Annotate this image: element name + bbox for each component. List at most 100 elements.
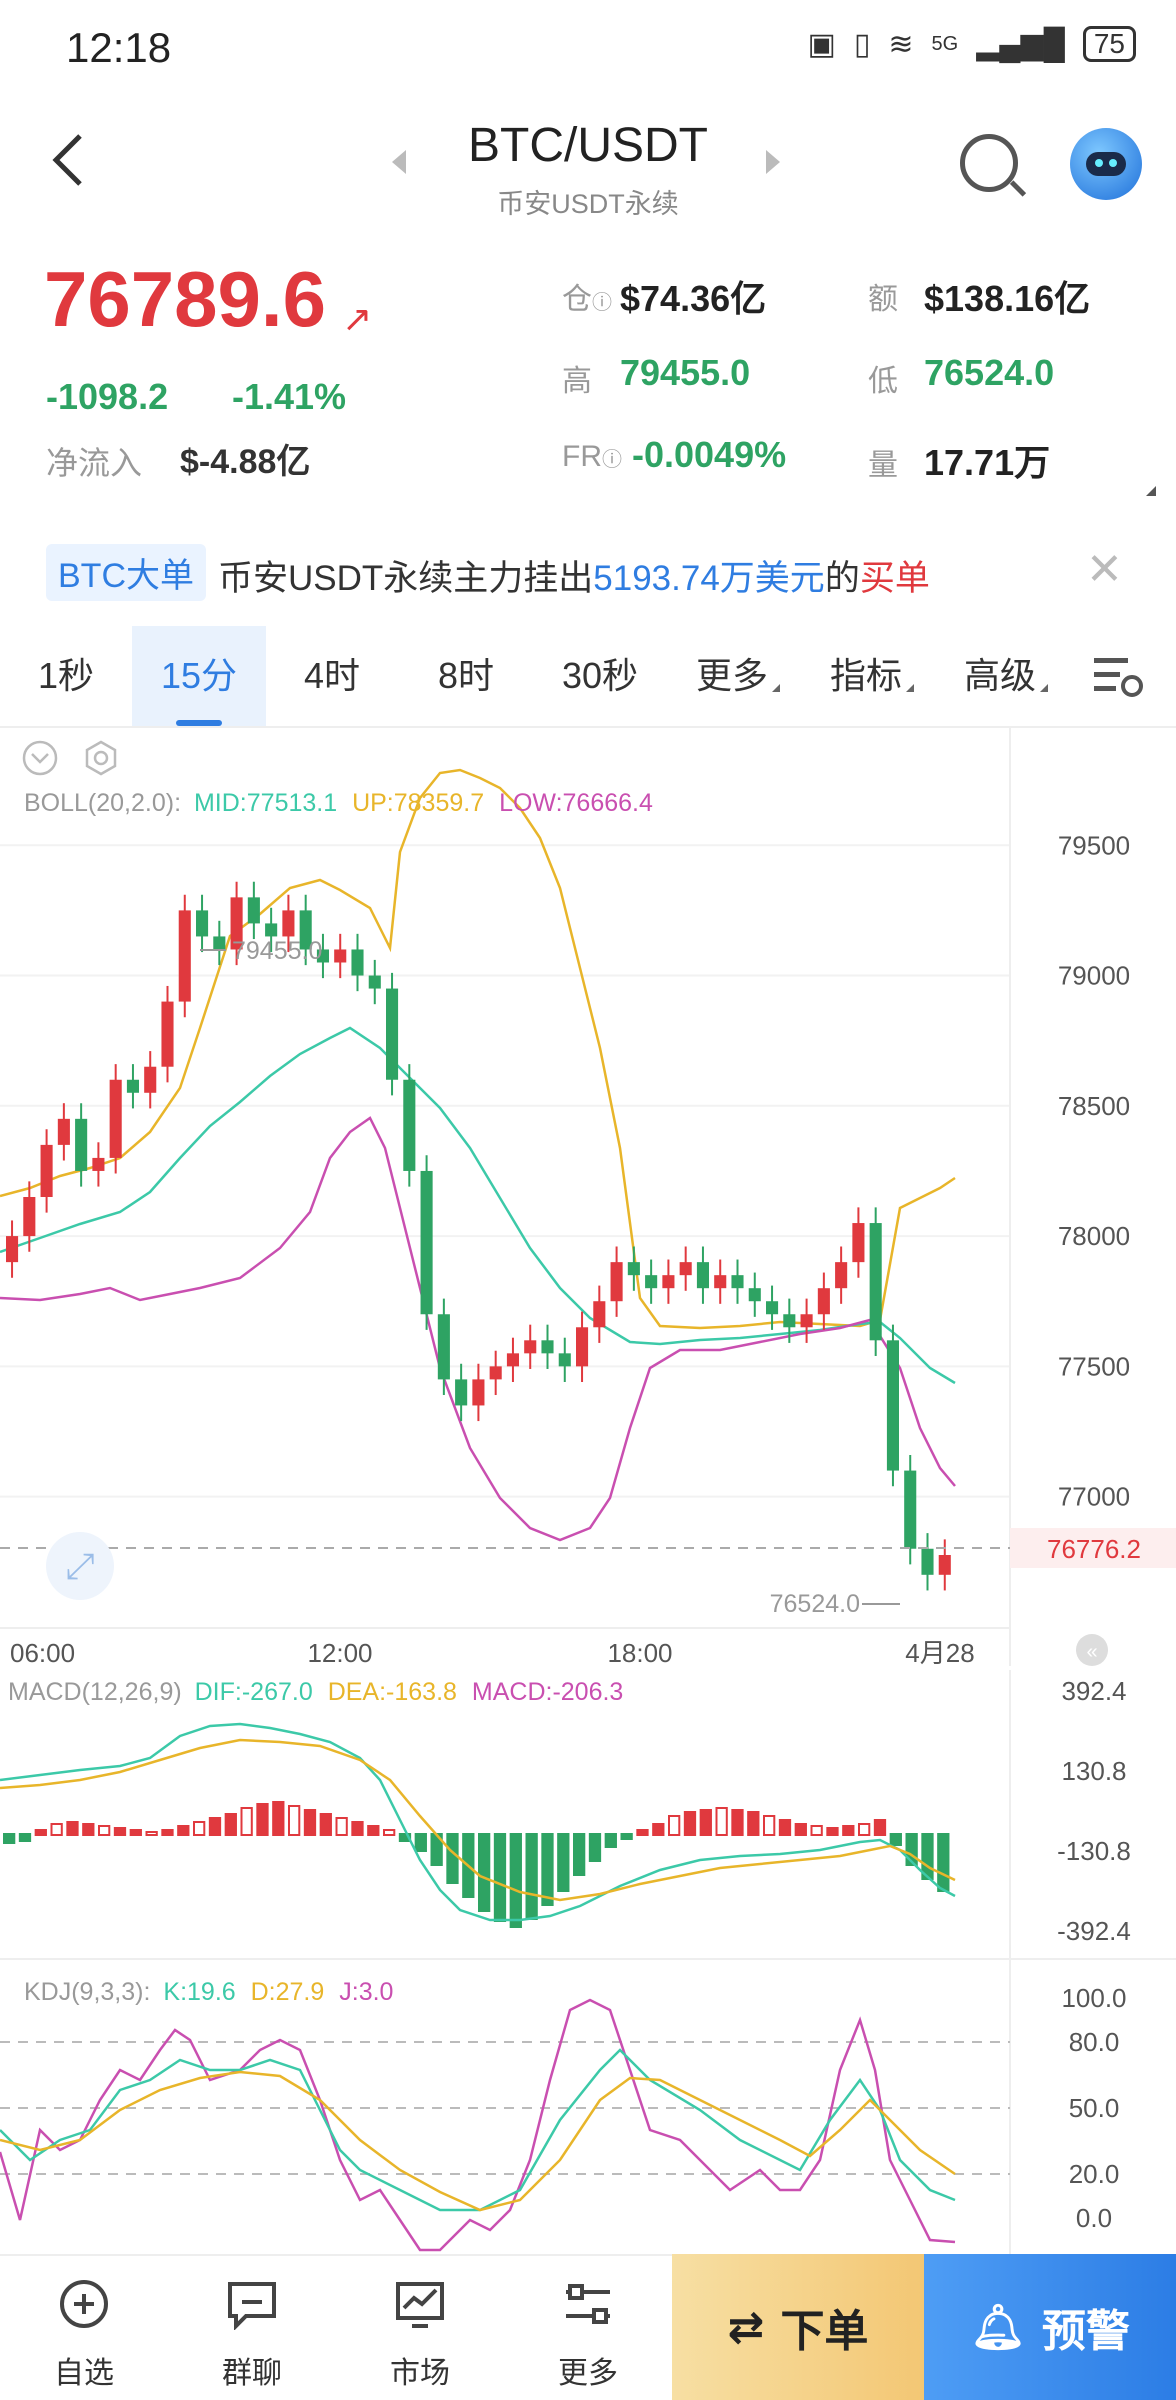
y-tick-label: 78000 bbox=[1058, 1221, 1130, 1251]
nav-watchlist[interactable]: 自选 bbox=[0, 2256, 168, 2400]
tab-indicators-label: 指标 bbox=[829, 655, 902, 696]
scroll-latest-button[interactable] bbox=[1076, 1634, 1108, 1666]
prev-pair-arrow[interactable] bbox=[392, 150, 406, 174]
info-icon[interactable]: ⓘ bbox=[592, 292, 612, 314]
candle-body bbox=[662, 1275, 675, 1289]
back-button[interactable] bbox=[48, 130, 88, 190]
candle-body bbox=[334, 949, 347, 963]
macd-bar bbox=[525, 1833, 538, 1920]
candle-body bbox=[178, 910, 191, 1002]
candlestick-chart[interactable]: 76776.2 79455.0 76524.0 7950079000785007… bbox=[0, 728, 1176, 1666]
candle-body bbox=[316, 949, 329, 963]
fullscreen-icon-bg[interactable] bbox=[46, 1532, 114, 1600]
macd-bar bbox=[66, 1821, 79, 1836]
macd-bar bbox=[842, 1825, 855, 1836]
candle-body bbox=[351, 949, 364, 976]
order-button[interactable]: ⇄ 下单 bbox=[672, 2254, 924, 2400]
kdj-y-tick: 100.0 bbox=[1061, 1983, 1126, 2013]
next-pair-arrow[interactable] bbox=[766, 150, 780, 174]
settings-hex-dot bbox=[93, 750, 109, 766]
battery-icon: 75 bbox=[1082, 26, 1136, 62]
kdj-chart[interactable]: KDJ(9,3,3): K:19.6 D:27.9 J:3.0 100.0 80.… bbox=[0, 1960, 1176, 2254]
nav-group-chat[interactable]: 群聊 bbox=[168, 2256, 336, 2400]
candle-body bbox=[265, 923, 278, 937]
scroll-latest-icon: « bbox=[1086, 1641, 1097, 1663]
funding-value: -0.0049% bbox=[632, 434, 787, 475]
time-axis: 06:00 12:00 18:00 4月28 « bbox=[0, 1627, 1108, 1668]
time-tick-0600: 06:00 bbox=[10, 1638, 75, 1668]
close-icon[interactable]: ✕ bbox=[1086, 545, 1123, 594]
macd-bar bbox=[873, 1819, 887, 1836]
banner-tag[interactable]: BTC大单 bbox=[46, 544, 206, 601]
macd-bar bbox=[478, 1833, 491, 1912]
info-icon[interactable]: ⓘ bbox=[602, 449, 622, 471]
macd-chart[interactable]: MACD(12,26,9) DIF:-267.0 DEA:-163.8 MACD… bbox=[0, 1670, 1176, 1960]
candle-body bbox=[230, 897, 243, 950]
tab-4h[interactable]: 4时 bbox=[303, 655, 361, 696]
macd-bar bbox=[335, 1817, 348, 1836]
nav-market-label: 市场 bbox=[390, 2357, 450, 2390]
kdj-legend: KDJ(9,3,3): K:19.6 D:27.9 J:3.0 bbox=[24, 1978, 393, 2006]
kdj-y-ticks: 100.0 80.0 50.0 20.0 0.0 bbox=[1061, 1983, 1126, 2233]
macd-bar bbox=[573, 1833, 586, 1876]
alert-button[interactable]: 🔔︎ 预警 bbox=[924, 2254, 1176, 2400]
vibrate-icon: ▯ bbox=[853, 27, 871, 61]
search-icon[interactable] bbox=[960, 134, 1018, 192]
boll-lines bbox=[0, 768, 956, 1542]
tab-advanced[interactable]: 高级 bbox=[956, 626, 1056, 726]
kdj-y-tick: 50.0 bbox=[1069, 2093, 1120, 2123]
y-axis-ticks: 79500 79000 78500 78000 77500 77000 bbox=[1058, 830, 1130, 1511]
settings-hex-icon[interactable] bbox=[85, 740, 117, 776]
chart-settings-icon[interactable] bbox=[1090, 652, 1146, 700]
dropdown-icon bbox=[772, 684, 780, 692]
tab-15m[interactable]: 15分 bbox=[132, 626, 266, 726]
sliders-icon bbox=[566, 2284, 610, 2324]
bell-icon: 🔔︎ bbox=[970, 2303, 1026, 2352]
candle-body bbox=[852, 1223, 865, 1263]
candle-body bbox=[576, 1327, 589, 1367]
banner-action: 买单 bbox=[859, 559, 930, 598]
nav-more[interactable]: 更多 bbox=[504, 2256, 672, 2400]
tab-1s[interactable]: 1秒 bbox=[37, 655, 95, 696]
candle-body bbox=[23, 1197, 36, 1237]
tab-30s[interactable]: 30秒 bbox=[561, 655, 639, 696]
banner-amount: 5193.74万美元 bbox=[593, 559, 825, 598]
macd-bar bbox=[18, 1833, 32, 1842]
tab-indicators[interactable]: 指标 bbox=[822, 626, 922, 726]
low-value: 76524.0 bbox=[924, 352, 1055, 393]
macd-bar bbox=[288, 1805, 301, 1836]
macd-bar bbox=[34, 1829, 47, 1836]
macd-bar bbox=[604, 1833, 617, 1848]
macd-bar bbox=[509, 1833, 522, 1928]
candle-body bbox=[679, 1262, 692, 1276]
candle-body bbox=[455, 1379, 468, 1406]
kdj-k-line bbox=[0, 2048, 956, 2212]
tab-more[interactable]: 更多 bbox=[688, 626, 788, 726]
macd-bar bbox=[683, 1811, 697, 1836]
candle-body bbox=[800, 1314, 813, 1328]
macd-bar bbox=[414, 1833, 427, 1852]
banner-text[interactable]: 币安USDT永续主力挂出5193.74万美元的买单 bbox=[218, 550, 930, 601]
candle-body bbox=[282, 910, 295, 937]
candle-body bbox=[368, 975, 381, 989]
candle-body bbox=[696, 1262, 709, 1289]
macd-bar bbox=[351, 1821, 364, 1836]
collapse-icon[interactable] bbox=[22, 740, 58, 776]
robot-assistant-icon[interactable] bbox=[1070, 128, 1142, 200]
network-label: 5G bbox=[931, 32, 959, 55]
expand-corner-icon[interactable] bbox=[1146, 486, 1156, 496]
current-price-tag: 76776.2 bbox=[1047, 1534, 1141, 1564]
candle-body bbox=[386, 988, 399, 1080]
y-tick-label: 77000 bbox=[1058, 1482, 1130, 1512]
nav-market[interactable]: 市场 bbox=[336, 2256, 504, 2400]
candle-body bbox=[817, 1288, 830, 1315]
tab-8h[interactable]: 8时 bbox=[437, 655, 495, 696]
collapse-chevron bbox=[31, 753, 49, 764]
kdj-d-line bbox=[0, 2070, 956, 2212]
nav-watchlist-label: 自选 bbox=[54, 2357, 114, 2390]
open-interest-label: 仓ⓘ bbox=[562, 283, 612, 316]
market-chart-icon bbox=[396, 2282, 444, 2328]
boll-up-line bbox=[0, 768, 956, 1330]
macd-dea-line bbox=[0, 1738, 956, 1902]
volume-label: 量 bbox=[868, 449, 898, 482]
